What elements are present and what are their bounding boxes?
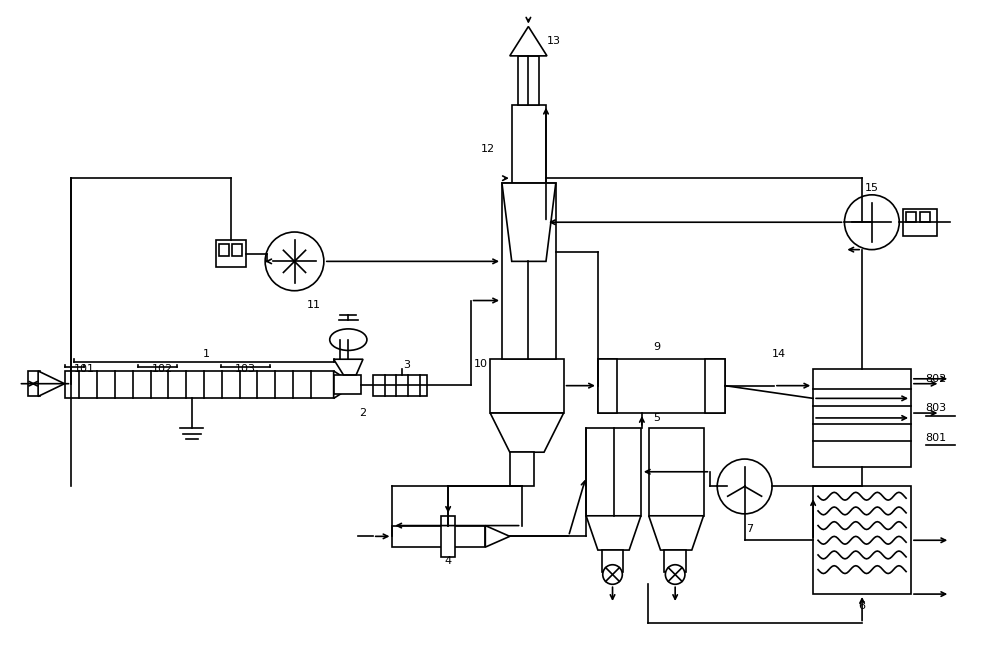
Text: 101: 101: [74, 364, 95, 374]
Polygon shape: [649, 516, 704, 550]
Polygon shape: [502, 183, 556, 261]
Bar: [813, 487, 911, 594]
Polygon shape: [586, 516, 641, 550]
Bar: [586, 428, 641, 516]
Bar: [334, 375, 361, 395]
Bar: [649, 428, 704, 516]
Circle shape: [717, 459, 772, 514]
Text: 801: 801: [926, 432, 947, 443]
Bar: [813, 369, 911, 467]
Polygon shape: [38, 371, 65, 397]
Text: 15: 15: [865, 183, 879, 193]
Bar: [219, 244, 229, 255]
Bar: [510, 452, 534, 487]
Bar: [920, 213, 930, 222]
Text: 5: 5: [653, 413, 660, 423]
Bar: [65, 371, 334, 399]
Text: 6: 6: [859, 601, 866, 611]
Bar: [664, 550, 686, 572]
Circle shape: [665, 564, 685, 584]
Text: 2: 2: [359, 408, 367, 418]
Text: 803: 803: [926, 403, 947, 413]
Text: 1: 1: [203, 349, 210, 360]
Bar: [28, 371, 40, 397]
Text: 14: 14: [772, 349, 786, 360]
Text: 9: 9: [653, 343, 660, 353]
Text: 802: 802: [926, 374, 947, 384]
Bar: [502, 183, 556, 359]
Text: 13: 13: [547, 36, 561, 46]
Bar: [441, 516, 455, 557]
Circle shape: [844, 195, 899, 249]
Bar: [903, 209, 937, 236]
Bar: [598, 359, 617, 413]
Bar: [216, 240, 246, 267]
Text: 3: 3: [404, 360, 411, 370]
Bar: [906, 213, 916, 222]
Bar: [602, 550, 623, 572]
Bar: [705, 359, 725, 413]
Text: 7: 7: [746, 524, 753, 533]
Text: 4: 4: [445, 556, 452, 566]
Circle shape: [265, 232, 324, 291]
Bar: [512, 105, 546, 183]
Text: 103: 103: [235, 364, 256, 374]
Text: 11: 11: [307, 301, 321, 310]
Bar: [490, 359, 564, 413]
Circle shape: [603, 564, 622, 584]
Polygon shape: [490, 413, 564, 452]
Text: 102: 102: [152, 364, 173, 374]
Polygon shape: [485, 526, 510, 547]
Bar: [392, 526, 485, 547]
Ellipse shape: [330, 329, 367, 351]
Text: 12: 12: [481, 144, 495, 154]
Text: 10: 10: [473, 359, 487, 369]
Bar: [232, 244, 242, 255]
Polygon shape: [510, 27, 547, 56]
Bar: [598, 359, 725, 413]
Polygon shape: [334, 359, 363, 375]
Bar: [373, 375, 427, 397]
Polygon shape: [334, 371, 355, 399]
Bar: [518, 56, 539, 105]
